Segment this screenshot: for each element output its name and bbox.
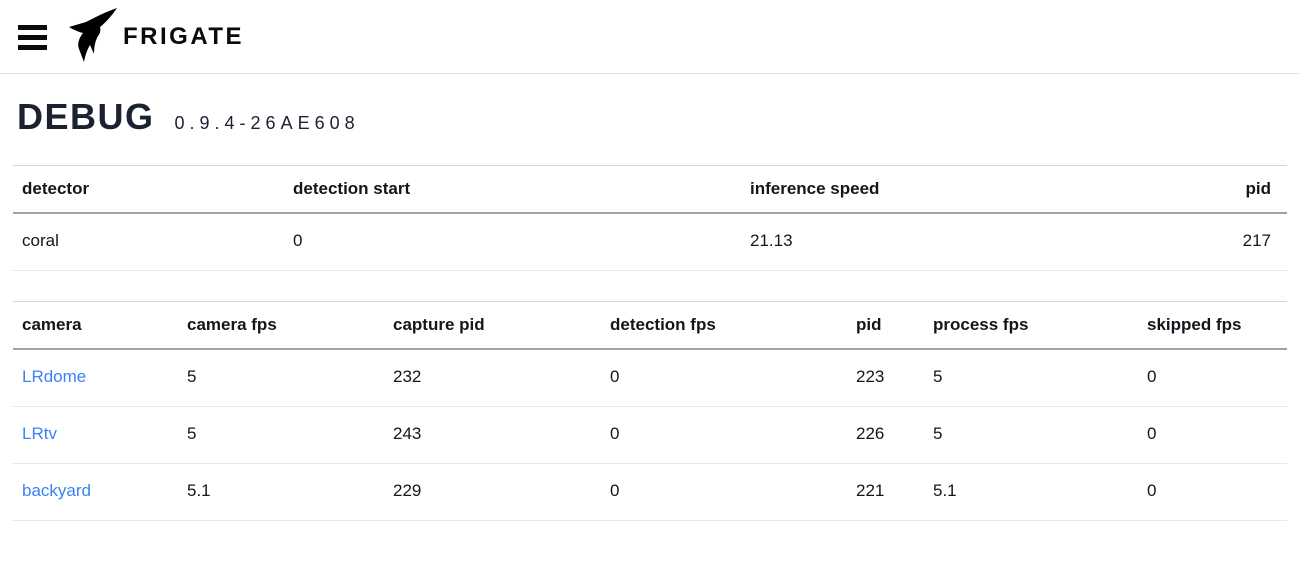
app-header: FRIGATE — [0, 0, 1300, 74]
table-cell: 5 — [924, 349, 1138, 407]
table-row: LRdome 5 232 0 223 5 0 — [13, 349, 1287, 407]
brand-title: FRIGATE — [123, 22, 245, 50]
table-cell: backyard — [13, 463, 178, 521]
table-cell: 5.1 — [924, 463, 1138, 521]
detector-table-body: coral 0 21.13 217 — [13, 213, 1287, 271]
detector-table-header: detector detection start inference speed pi… — [13, 165, 1287, 214]
table-cell: 5 — [178, 349, 384, 407]
column-header-skipped-fps: skipped fps — [1138, 301, 1287, 350]
column-header-detector: detector — [13, 165, 284, 214]
header-row: detector detection start inference speed pi… — [13, 165, 1287, 214]
table-cell: 221 — [847, 463, 924, 521]
column-header-pid: pid — [847, 301, 924, 350]
header-row: camera camera fps capture pid detection fps… — [13, 301, 1287, 350]
table-cell: LRtv — [13, 406, 178, 464]
table-cell: 5.1 — [178, 463, 384, 521]
camera-link-backyard[interactable]: backyard — [22, 481, 91, 500]
table-cell: 229 — [384, 463, 601, 521]
page-heading: DEBUG 0.9.4-26AE608 — [17, 96, 1287, 138]
column-header-camera-fps: camera fps — [178, 301, 384, 350]
detector-stats-table: detector detection start inference speed pi… — [13, 165, 1287, 271]
table-cell: coral — [13, 213, 284, 271]
debug-page: DEBUG 0.9.4-26AE608 detector detection st… — [0, 96, 1300, 521]
version-label: 0.9.4-26AE608 — [174, 113, 360, 133]
table-cell: 243 — [384, 406, 601, 464]
camera-link-lrdome[interactable]: LRdome — [22, 367, 87, 386]
table-cell: 0 — [1138, 349, 1287, 407]
page-title: DEBUG — [17, 96, 155, 137]
hamburger-menu-icon[interactable] — [18, 25, 47, 50]
table-cell: 0 — [601, 406, 847, 464]
table-cell: 0 — [284, 213, 741, 271]
table-cell: 0 — [1138, 406, 1287, 464]
table-cell: 0 — [601, 463, 847, 521]
table-cell: 0 — [601, 349, 847, 407]
table-cell: 21.13 — [741, 213, 1000, 271]
frigate-bird-logo — [69, 7, 117, 62]
cameras-table-body: LRdome 5 232 0 223 5 0 LRtv 5 243 0 226 5 0 backyard 5.… — [13, 349, 1287, 521]
column-header-capture-pid: capture pid — [384, 301, 601, 350]
table-cell: 226 — [847, 406, 924, 464]
table-row: coral 0 21.13 217 — [13, 213, 1287, 271]
camera-stats-table: camera camera fps capture pid detection fps… — [13, 301, 1287, 521]
table-row: backyard 5.1 229 0 221 5.1 0 — [13, 463, 1287, 521]
table-cell: LRdome — [13, 349, 178, 407]
column-header-camera: camera — [13, 301, 178, 350]
column-header-pid: pid — [1000, 165, 1287, 214]
table-cell: 0 — [1138, 463, 1287, 521]
table-cell: 217 — [1000, 213, 1287, 271]
column-header-process-fps: process fps — [924, 301, 1138, 350]
camera-link-lrtv[interactable]: LRtv — [22, 424, 57, 443]
table-cell: 223 — [847, 349, 924, 407]
table-row: LRtv 5 243 0 226 5 0 — [13, 406, 1287, 464]
table-cell: 232 — [384, 349, 601, 407]
column-header-inference-speed: inference speed — [741, 165, 1000, 214]
column-header-detection-start: detection start — [284, 165, 741, 214]
table-cell: 5 — [924, 406, 1138, 464]
table-cell: 5 — [178, 406, 384, 464]
cameras-table-header: camera camera fps capture pid detection fps… — [13, 301, 1287, 350]
frigate-home-link[interactable]: FRIGATE — [67, 7, 245, 62]
column-header-detection-fps: detection fps — [601, 301, 847, 350]
